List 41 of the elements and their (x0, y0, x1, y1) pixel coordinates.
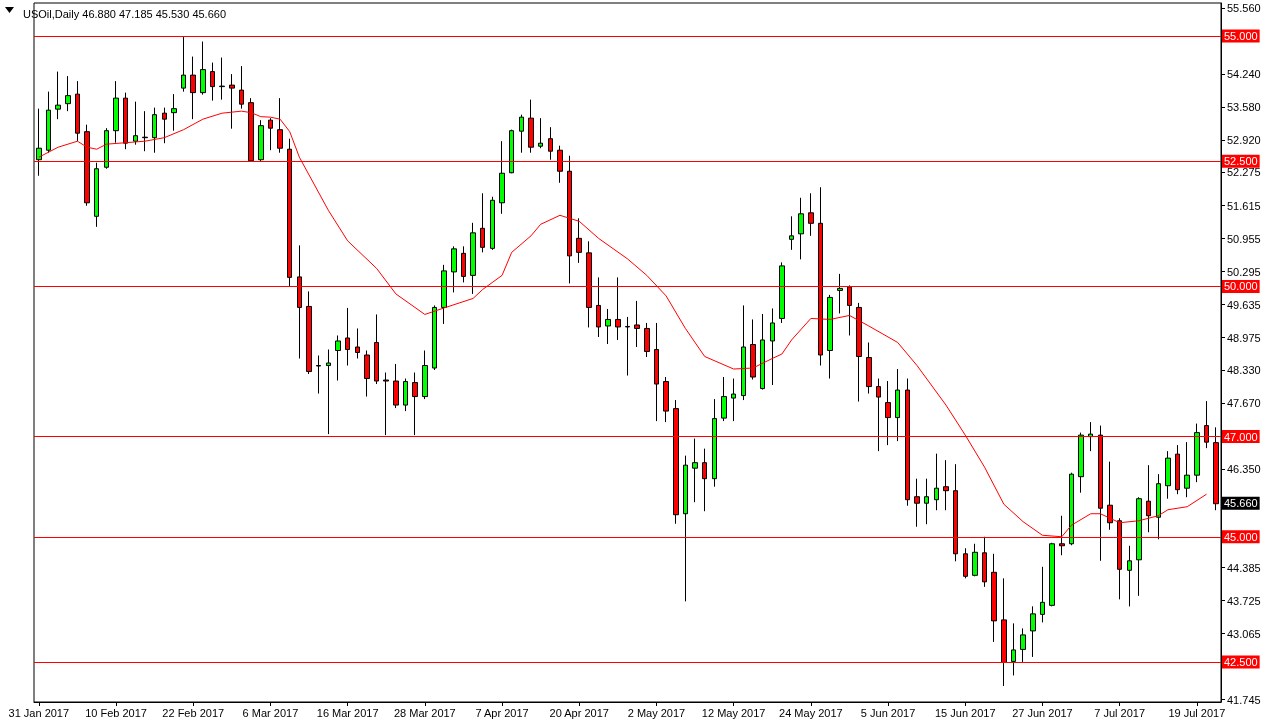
y-tick-label: 52.920 (1227, 134, 1261, 147)
chart-title: USOil,Daily 46.880 47.185 45.530 45.660 (23, 7, 227, 20)
x-tick-label: 7 Jul 2017 (1094, 706, 1146, 719)
x-tick-label: 7 Apr 2017 (475, 706, 529, 719)
x-tick-label: 24 May 2017 (779, 706, 843, 719)
x-tick-label: 19 Jul 2017 (1168, 706, 1226, 719)
text: 45.660 (1224, 497, 1258, 510)
y-tick-label: 41.745 (1227, 693, 1261, 706)
x-tick-label: 12 May 2017 (701, 706, 766, 719)
y-tick-label: 54.240 (1227, 68, 1261, 81)
ref-line-label: 45.000 (1224, 530, 1258, 543)
x-tick-label: 10 Feb 2017 (85, 706, 147, 719)
x-tick-label: 22 Feb 2017 (162, 706, 225, 719)
ref-line-label: 47.000 (1224, 430, 1258, 443)
y-tick-label: 49.635 (1227, 298, 1261, 311)
y-tick-label: 44.385 (1227, 561, 1261, 574)
y-tick-label: 43.725 (1227, 594, 1261, 607)
y-tick-label: 46.350 (1227, 463, 1261, 476)
x-tick-label: 6 Mar 2017 (242, 706, 299, 719)
x-tick-label: 28 Mar 2017 (393, 706, 456, 719)
y-tick-label: 47.670 (1227, 397, 1261, 410)
ref-line-label: 50.000 (1224, 280, 1258, 293)
y-tick-label: 53.580 (1227, 101, 1261, 114)
y-tick-label: 55.560 (1227, 2, 1261, 15)
ref-line-label: 42.500 (1224, 655, 1258, 668)
x-tick-label: 27 Jun 2017 (1012, 706, 1073, 719)
x-tick-label: 31 Jan 2017 (8, 706, 70, 719)
y-tick-label: 52.275 (1227, 166, 1261, 179)
ref-line-label: 55.000 (1224, 30, 1258, 43)
x-tick-label: 20 Apr 2017 (549, 706, 609, 719)
y-tick-label: 51.615 (1227, 199, 1261, 212)
y-tick-label: 50.955 (1227, 232, 1261, 245)
y-tick-label: 48.330 (1227, 364, 1261, 377)
x-tick-label: 16 Mar 2017 (316, 706, 379, 719)
y-tick-label: 48.975 (1227, 331, 1261, 344)
x-tick-label: 5 Jun 2017 (860, 706, 916, 719)
y-tick-label: 50.295 (1227, 265, 1261, 278)
x-tick-label: 2 May 2017 (627, 706, 686, 719)
ref-line-label: 52.500 (1224, 155, 1258, 168)
x-tick-label: 15 Jun 2017 (934, 706, 996, 719)
y-tick-label: 43.065 (1227, 627, 1261, 640)
